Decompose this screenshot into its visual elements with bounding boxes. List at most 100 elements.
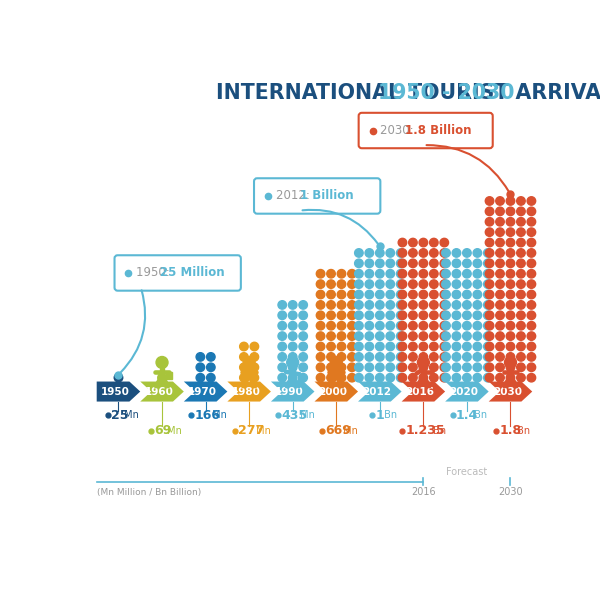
Circle shape (299, 363, 307, 371)
Circle shape (397, 311, 405, 320)
Circle shape (398, 269, 407, 278)
Circle shape (430, 269, 438, 278)
Circle shape (365, 332, 374, 340)
Circle shape (430, 332, 438, 340)
Circle shape (517, 363, 525, 371)
Polygon shape (97, 382, 140, 401)
Circle shape (527, 311, 536, 320)
Circle shape (398, 311, 407, 320)
Circle shape (239, 363, 248, 371)
Circle shape (506, 332, 515, 340)
Circle shape (278, 322, 286, 330)
Circle shape (527, 280, 536, 289)
Circle shape (299, 373, 307, 382)
Circle shape (419, 301, 428, 309)
Circle shape (206, 353, 215, 361)
Circle shape (496, 342, 504, 351)
Circle shape (376, 373, 384, 382)
Circle shape (398, 322, 407, 330)
Circle shape (409, 280, 417, 289)
Circle shape (442, 322, 450, 330)
Circle shape (485, 353, 494, 361)
Circle shape (442, 259, 450, 268)
Circle shape (484, 322, 492, 330)
Circle shape (506, 197, 515, 205)
Circle shape (398, 353, 407, 361)
Circle shape (496, 218, 504, 226)
Circle shape (485, 238, 494, 247)
Circle shape (316, 280, 325, 289)
Circle shape (386, 342, 395, 351)
Circle shape (527, 373, 536, 382)
Circle shape (496, 269, 504, 278)
Circle shape (386, 363, 395, 371)
Text: Bn: Bn (514, 426, 530, 436)
Circle shape (485, 259, 494, 268)
Circle shape (485, 373, 494, 382)
Circle shape (419, 353, 428, 361)
Circle shape (409, 238, 417, 247)
Circle shape (278, 301, 286, 309)
Circle shape (239, 353, 248, 361)
Circle shape (316, 353, 325, 361)
Circle shape (496, 311, 504, 320)
Circle shape (484, 342, 492, 351)
Circle shape (386, 280, 395, 289)
Circle shape (506, 342, 515, 351)
Circle shape (496, 249, 504, 257)
Circle shape (463, 280, 471, 289)
Circle shape (485, 280, 494, 289)
Circle shape (397, 259, 405, 268)
Circle shape (473, 322, 482, 330)
Circle shape (376, 269, 384, 278)
Bar (166, 372, 172, 379)
Circle shape (496, 373, 504, 382)
Circle shape (496, 207, 504, 215)
Circle shape (440, 363, 449, 371)
Circle shape (376, 290, 384, 299)
Circle shape (419, 249, 428, 257)
Circle shape (505, 356, 517, 368)
Text: INTERNATIONAL TOURIST ARRIVALS: INTERNATIONAL TOURIST ARRIVALS (216, 83, 600, 103)
Circle shape (485, 228, 494, 236)
Circle shape (463, 322, 471, 330)
Circle shape (316, 332, 325, 340)
Circle shape (442, 363, 450, 371)
Circle shape (397, 280, 405, 289)
Circle shape (355, 301, 363, 309)
Circle shape (327, 269, 335, 278)
Circle shape (299, 332, 307, 340)
Circle shape (278, 332, 286, 340)
Circle shape (473, 353, 482, 361)
Circle shape (278, 342, 286, 351)
Circle shape (250, 373, 259, 382)
Circle shape (289, 353, 297, 361)
Circle shape (452, 342, 461, 351)
Circle shape (419, 238, 428, 247)
Circle shape (419, 311, 428, 320)
Circle shape (430, 373, 438, 382)
Circle shape (473, 280, 482, 289)
Text: 1960: 1960 (145, 386, 173, 397)
Circle shape (484, 249, 492, 257)
Circle shape (347, 280, 356, 289)
Circle shape (250, 353, 259, 361)
Circle shape (419, 290, 428, 299)
Circle shape (206, 373, 215, 382)
Circle shape (299, 301, 307, 309)
FancyBboxPatch shape (115, 255, 241, 290)
Circle shape (473, 290, 482, 299)
Circle shape (287, 356, 299, 368)
Circle shape (452, 280, 461, 289)
Circle shape (347, 290, 356, 299)
Text: 1950: 1950 (101, 386, 130, 397)
Circle shape (386, 322, 395, 330)
Text: Mn: Mn (340, 426, 358, 436)
Circle shape (517, 332, 525, 340)
Circle shape (337, 290, 346, 299)
Circle shape (278, 311, 286, 320)
Circle shape (463, 342, 471, 351)
Circle shape (463, 301, 471, 309)
Circle shape (398, 290, 407, 299)
Circle shape (409, 363, 417, 371)
